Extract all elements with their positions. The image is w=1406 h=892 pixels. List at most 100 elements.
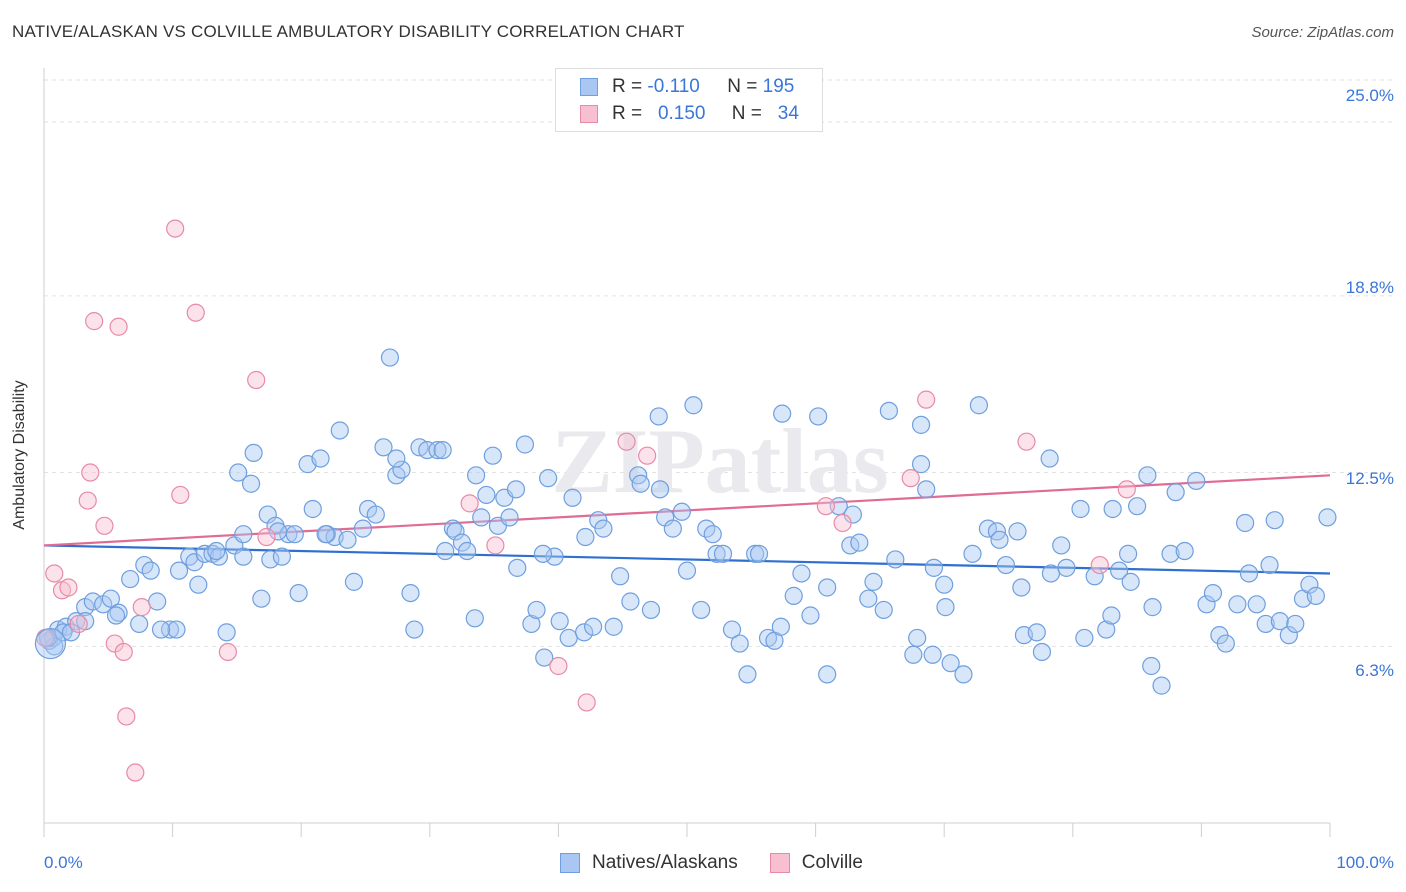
point-natives — [677, 561, 697, 580]
point-natives — [703, 525, 722, 544]
point-colville — [247, 370, 266, 390]
point-natives — [1270, 612, 1289, 631]
point-colville — [59, 578, 78, 597]
point-natives — [141, 561, 160, 580]
point-natives — [749, 544, 769, 563]
point-natives — [101, 589, 120, 608]
point-natives — [684, 396, 703, 415]
point-colville — [117, 707, 136, 726]
point-natives — [1138, 466, 1157, 485]
point-natives — [457, 541, 477, 561]
point-natives — [316, 525, 335, 544]
trend-line-natives — [43, 544, 1331, 575]
point-natives — [1286, 614, 1305, 634]
point-colville — [166, 219, 185, 238]
point-natives — [1085, 567, 1104, 586]
point-natives — [522, 614, 541, 634]
point-natives — [229, 463, 248, 482]
point-natives — [1256, 614, 1275, 634]
series-legend: Natives/Alaskans Colville — [560, 852, 895, 874]
point-natives — [506, 480, 526, 499]
point-natives — [366, 505, 385, 524]
point-natives — [1121, 572, 1140, 591]
point-colville — [549, 656, 568, 676]
point-natives — [405, 620, 424, 639]
point-natives — [1216, 634, 1235, 653]
point-natives — [279, 525, 298, 544]
point-natives — [924, 558, 944, 577]
point-natives — [1152, 676, 1171, 695]
point-natives — [576, 527, 595, 547]
point-natives — [904, 645, 923, 664]
point-natives — [792, 564, 811, 583]
watermark: ZIPatlas — [551, 410, 888, 512]
point-natives — [535, 648, 554, 667]
point-natives — [401, 583, 420, 603]
point-colville — [833, 513, 852, 533]
point-natives — [1236, 513, 1255, 533]
point-natives — [963, 544, 982, 563]
point-natives — [1032, 642, 1052, 662]
series-legend-natives: Natives/Alaskans — [560, 852, 738, 874]
point-natives — [908, 628, 927, 648]
point-colville — [132, 598, 151, 617]
point-natives — [1161, 544, 1180, 563]
point-natives — [234, 525, 253, 544]
series-legend-colville: Colville — [769, 852, 863, 874]
point-natives — [575, 623, 594, 642]
point-natives — [374, 438, 393, 457]
point-natives — [1279, 626, 1298, 645]
point-natives — [1027, 623, 1046, 642]
point-natives — [818, 578, 837, 597]
x-tick-label: 100.0% — [1336, 853, 1394, 872]
point-natives — [1187, 471, 1206, 491]
point-natives — [392, 460, 411, 479]
point-natives — [189, 575, 208, 594]
point-natives — [195, 544, 214, 563]
point-natives — [330, 421, 349, 440]
point-natives — [217, 623, 236, 642]
point-natives — [483, 446, 502, 465]
point-natives — [500, 508, 519, 527]
legend-r-value: -0.110 — [647, 76, 700, 97]
point-natives — [244, 443, 263, 463]
point-natives — [1166, 483, 1185, 502]
point-natives — [207, 541, 226, 561]
legend-n-label: N = — [731, 103, 762, 124]
point-natives — [508, 558, 527, 577]
point-natives — [1052, 536, 1071, 555]
point-natives — [121, 569, 140, 589]
point-natives — [106, 606, 126, 625]
point-natives — [773, 404, 792, 423]
y-axis-label: Ambulatory Disability — [11, 380, 28, 530]
point-colville — [460, 494, 479, 513]
legend-row-colville: R = 0.150 N = 34 — [580, 102, 799, 126]
point-natives — [641, 600, 661, 620]
point-natives — [672, 502, 691, 521]
point-natives — [850, 533, 869, 552]
point-natives — [663, 519, 682, 538]
point-natives — [1306, 586, 1325, 605]
legend-n-value: 195 — [762, 76, 795, 97]
point-colville — [95, 516, 114, 535]
point-natives — [621, 592, 640, 611]
legend-swatch-colville — [580, 105, 598, 123]
point-natives — [433, 440, 452, 460]
point-natives — [730, 634, 749, 653]
point-natives — [446, 522, 465, 541]
point-natives — [533, 544, 553, 563]
point-natives — [252, 589, 271, 608]
point-natives — [285, 525, 304, 544]
point-natives — [167, 620, 186, 639]
point-natives — [148, 592, 167, 611]
point-natives — [738, 665, 757, 684]
point-natives — [539, 469, 558, 488]
point-natives — [818, 665, 837, 684]
point-colville — [486, 536, 505, 555]
point-colville — [81, 463, 100, 482]
point-natives — [472, 508, 491, 527]
point-natives — [1041, 564, 1061, 583]
point-natives — [911, 455, 931, 474]
y-tick-label: 25.0% — [1345, 86, 1394, 105]
point-colville — [617, 432, 636, 451]
